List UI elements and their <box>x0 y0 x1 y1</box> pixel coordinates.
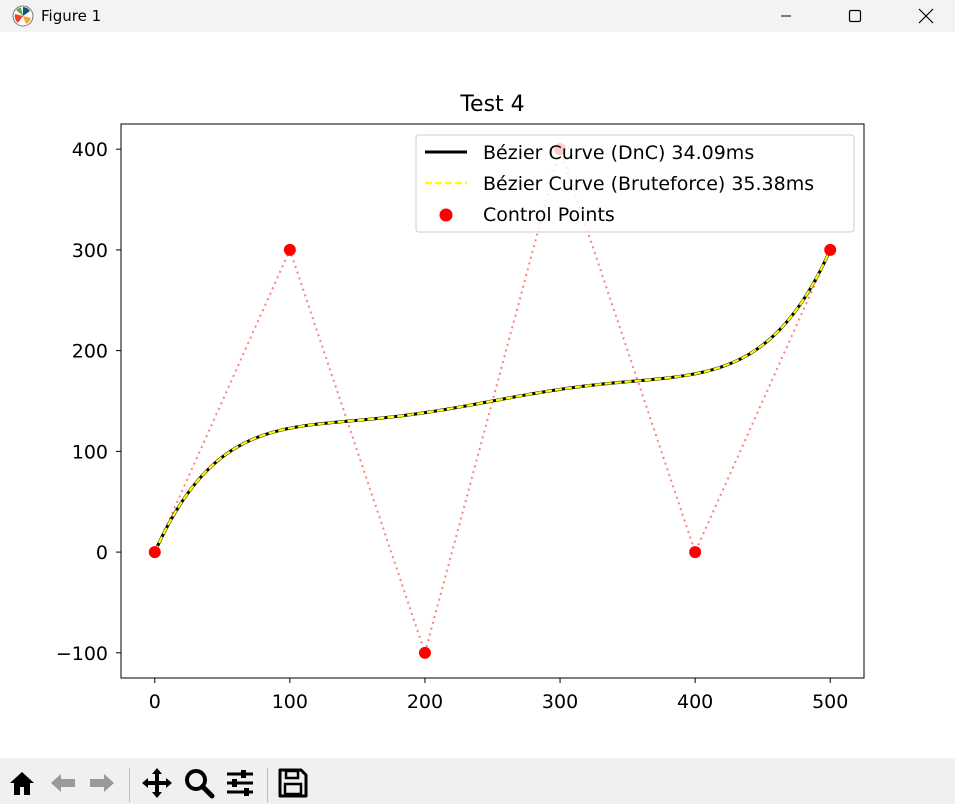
navigation-toolbar <box>0 758 955 804</box>
legend-box <box>415 134 855 233</box>
minimize-button[interactable] <box>763 0 809 32</box>
axes-frame <box>120 123 865 679</box>
window-title: Figure 1 <box>41 7 102 25</box>
y-tick-label: 400 <box>72 139 108 161</box>
maximize-button[interactable] <box>832 0 878 32</box>
back-button[interactable] <box>46 766 80 800</box>
legend-label: Bézier Curve (DnC) 34.09ms <box>483 142 754 164</box>
pan-icon <box>142 768 172 798</box>
bezier-curves <box>153 249 832 553</box>
window-titlebar: Figure 1 <box>0 0 955 32</box>
control-point <box>418 646 431 659</box>
minimize-icon <box>781 15 791 17</box>
save-icon <box>278 768 308 798</box>
forward-button[interactable] <box>85 766 119 800</box>
legend-swatch-control-points <box>439 208 453 222</box>
configure-subplots-icon <box>227 770 253 796</box>
save-button[interactable] <box>276 766 310 800</box>
y-tick-label: 100 <box>72 441 108 463</box>
legend: Bézier Curve (DnC) 34.09ms Bézier Curve (… <box>415 134 855 233</box>
chart-title: Test 4 <box>459 92 524 117</box>
series-line-bruteforce <box>153 249 832 553</box>
close-button[interactable] <box>903 0 949 32</box>
maximize-icon <box>848 9 862 23</box>
y-tick-label: 300 <box>72 240 108 262</box>
x-tick-label: 100 <box>272 691 308 713</box>
forward-icon <box>90 774 114 792</box>
legend-label: Control Points <box>483 204 615 226</box>
x-tick-label: 300 <box>542 691 578 713</box>
x-tick-label: 200 <box>407 691 443 713</box>
control-point <box>824 243 837 256</box>
x-tick-label: 500 <box>812 691 848 713</box>
matplotlib-icon <box>12 5 34 27</box>
y-tick-label: 200 <box>72 341 108 363</box>
x-tick-label: 400 <box>677 691 713 713</box>
control-point <box>283 243 296 256</box>
figure-canvas[interactable]: 0 100 200 300 400 500 −100 0 100 200 300 400 Test … <box>0 38 955 758</box>
x-axis-ticks: 0 100 200 300 400 500 <box>149 678 848 713</box>
chart-svg: 0 100 200 300 400 500 −100 0 100 200 300 400 Test … <box>56 92 865 713</box>
y-tick-label: 0 <box>96 542 108 564</box>
y-axis-ticks: −100 0 100 200 300 400 <box>56 139 121 665</box>
toolbar-separator <box>129 768 130 802</box>
x-tick-label: 0 <box>149 691 161 713</box>
y-tick-label: −100 <box>56 643 108 665</box>
home-icon <box>10 772 34 795</box>
legend-label: Bézier Curve (Bruteforce) 35.38ms <box>483 173 814 195</box>
control-point <box>689 546 702 559</box>
zoom-icon <box>185 769 215 799</box>
home-button[interactable] <box>5 766 39 800</box>
pan-button[interactable] <box>140 766 174 800</box>
configure-subplots-button[interactable] <box>223 766 257 800</box>
toolbar-separator <box>267 768 268 802</box>
back-icon <box>51 774 75 792</box>
close-icon <box>918 8 934 24</box>
zoom-button[interactable] <box>182 766 216 800</box>
control-point <box>148 546 161 559</box>
